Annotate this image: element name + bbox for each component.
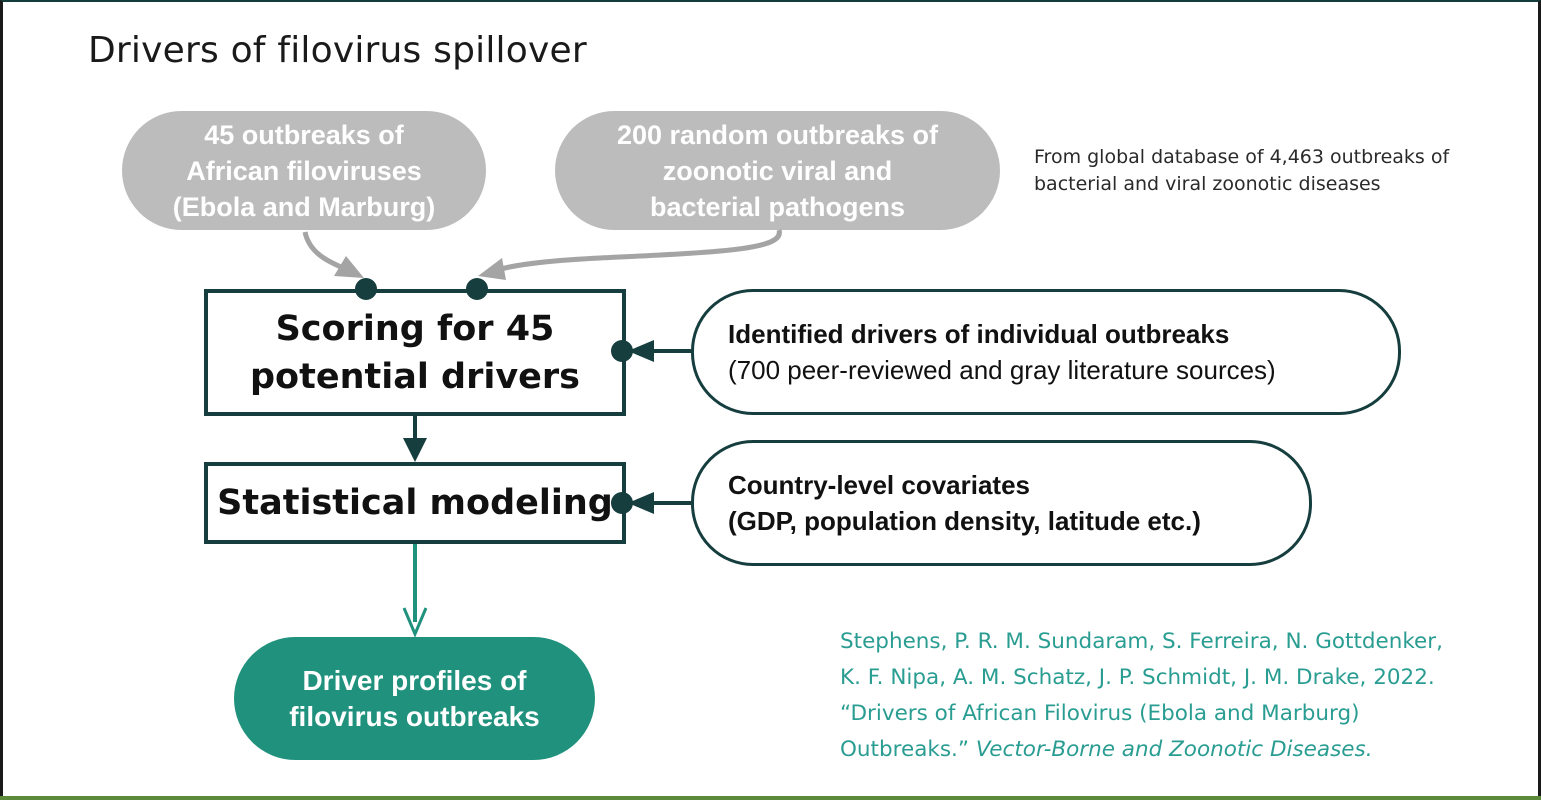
source-line: bacterial pathogens — [649, 191, 906, 222]
driver-profiles-output: Driver profiles of filovirus outbreaks — [234, 637, 595, 760]
filovirus-outbreaks-source: 45 outbreaks of African filoviruses (Ebo… — [122, 111, 486, 230]
note-line: bacterial and viral zoonotic diseases — [1034, 173, 1381, 195]
drivers-connection-dot — [611, 340, 633, 362]
covariates-heading: Country-level covariates — [728, 470, 1031, 500]
note-line: From global database of 4,463 outbreaks … — [1034, 146, 1450, 168]
slide-title: Drivers of filovirus spillover — [88, 30, 587, 71]
random-connection-dot — [466, 278, 488, 300]
scoring-line: potential drivers — [250, 356, 580, 397]
covariates-detail: (GDP, population density, latitude etc.) — [728, 506, 1201, 536]
output-line: Driver profiles of — [302, 664, 527, 696]
output-arrowhead-icon — [402, 607, 428, 638]
filovirus-arrowhead-icon — [334, 256, 364, 278]
journal-name: Vector-Borne and Zoonotic Diseases. — [975, 737, 1373, 762]
drivers-heading: Identified drivers of individual outbrea… — [728, 319, 1230, 349]
statistical-modeling-box: Statistical modeling — [204, 462, 626, 544]
modeling-label: Statistical modeling — [217, 483, 613, 523]
source-line: (Ebola and Marburg) — [172, 191, 436, 222]
citation-line: Stephens, P. R. M. Sundaram, S. Ferreira… — [840, 629, 1443, 654]
covariates-connection-dot — [611, 492, 633, 514]
database-note: From global database of 4,463 outbreaks … — [1034, 144, 1449, 198]
source-line: 200 random outbreaks of — [616, 119, 939, 150]
citation-line: K. F. Nipa, A. M. Schatz, J. P. Schmidt,… — [840, 665, 1435, 690]
citation-line: Outbreaks.” Vector-Borne and Zoonotic Di… — [840, 732, 1443, 768]
filovirus-connection-dot — [355, 278, 377, 300]
source-line: African filoviruses — [186, 155, 422, 186]
output-line: filovirus outbreaks — [289, 700, 540, 732]
drivers-detail: (700 peer-reviewed and gray literature s… — [728, 355, 1276, 385]
citation-text: Outbreaks.” — [840, 737, 976, 762]
citation-line: “Drivers of African Filovirus (Ebola and… — [840, 701, 1360, 726]
scoring-line: Scoring for 45 — [275, 308, 555, 349]
bottom-accent-bar — [0, 796, 1541, 800]
citation: Stephens, P. R. M. Sundaram, S. Ferreira… — [840, 624, 1443, 768]
random-outbreaks-source: 200 random outbreaks of zoonotic viral a… — [555, 111, 1000, 230]
scoring-arrowhead-icon — [403, 438, 427, 462]
random-source-arrow — [497, 229, 782, 273]
random-arrowhead-icon — [478, 258, 506, 280]
scoring-box: Scoring for 45 potential drivers — [204, 289, 626, 416]
source-line: zoonotic viral and — [662, 155, 893, 186]
covariates-arrowhead-icon — [628, 492, 654, 514]
covariates-input: Country-level covariates (GDP, populatio… — [691, 440, 1312, 566]
drivers-arrowhead-icon — [628, 340, 654, 362]
source-line: 45 outbreaks of — [204, 119, 404, 150]
identified-drivers-input: Identified drivers of individual outbrea… — [691, 289, 1401, 415]
